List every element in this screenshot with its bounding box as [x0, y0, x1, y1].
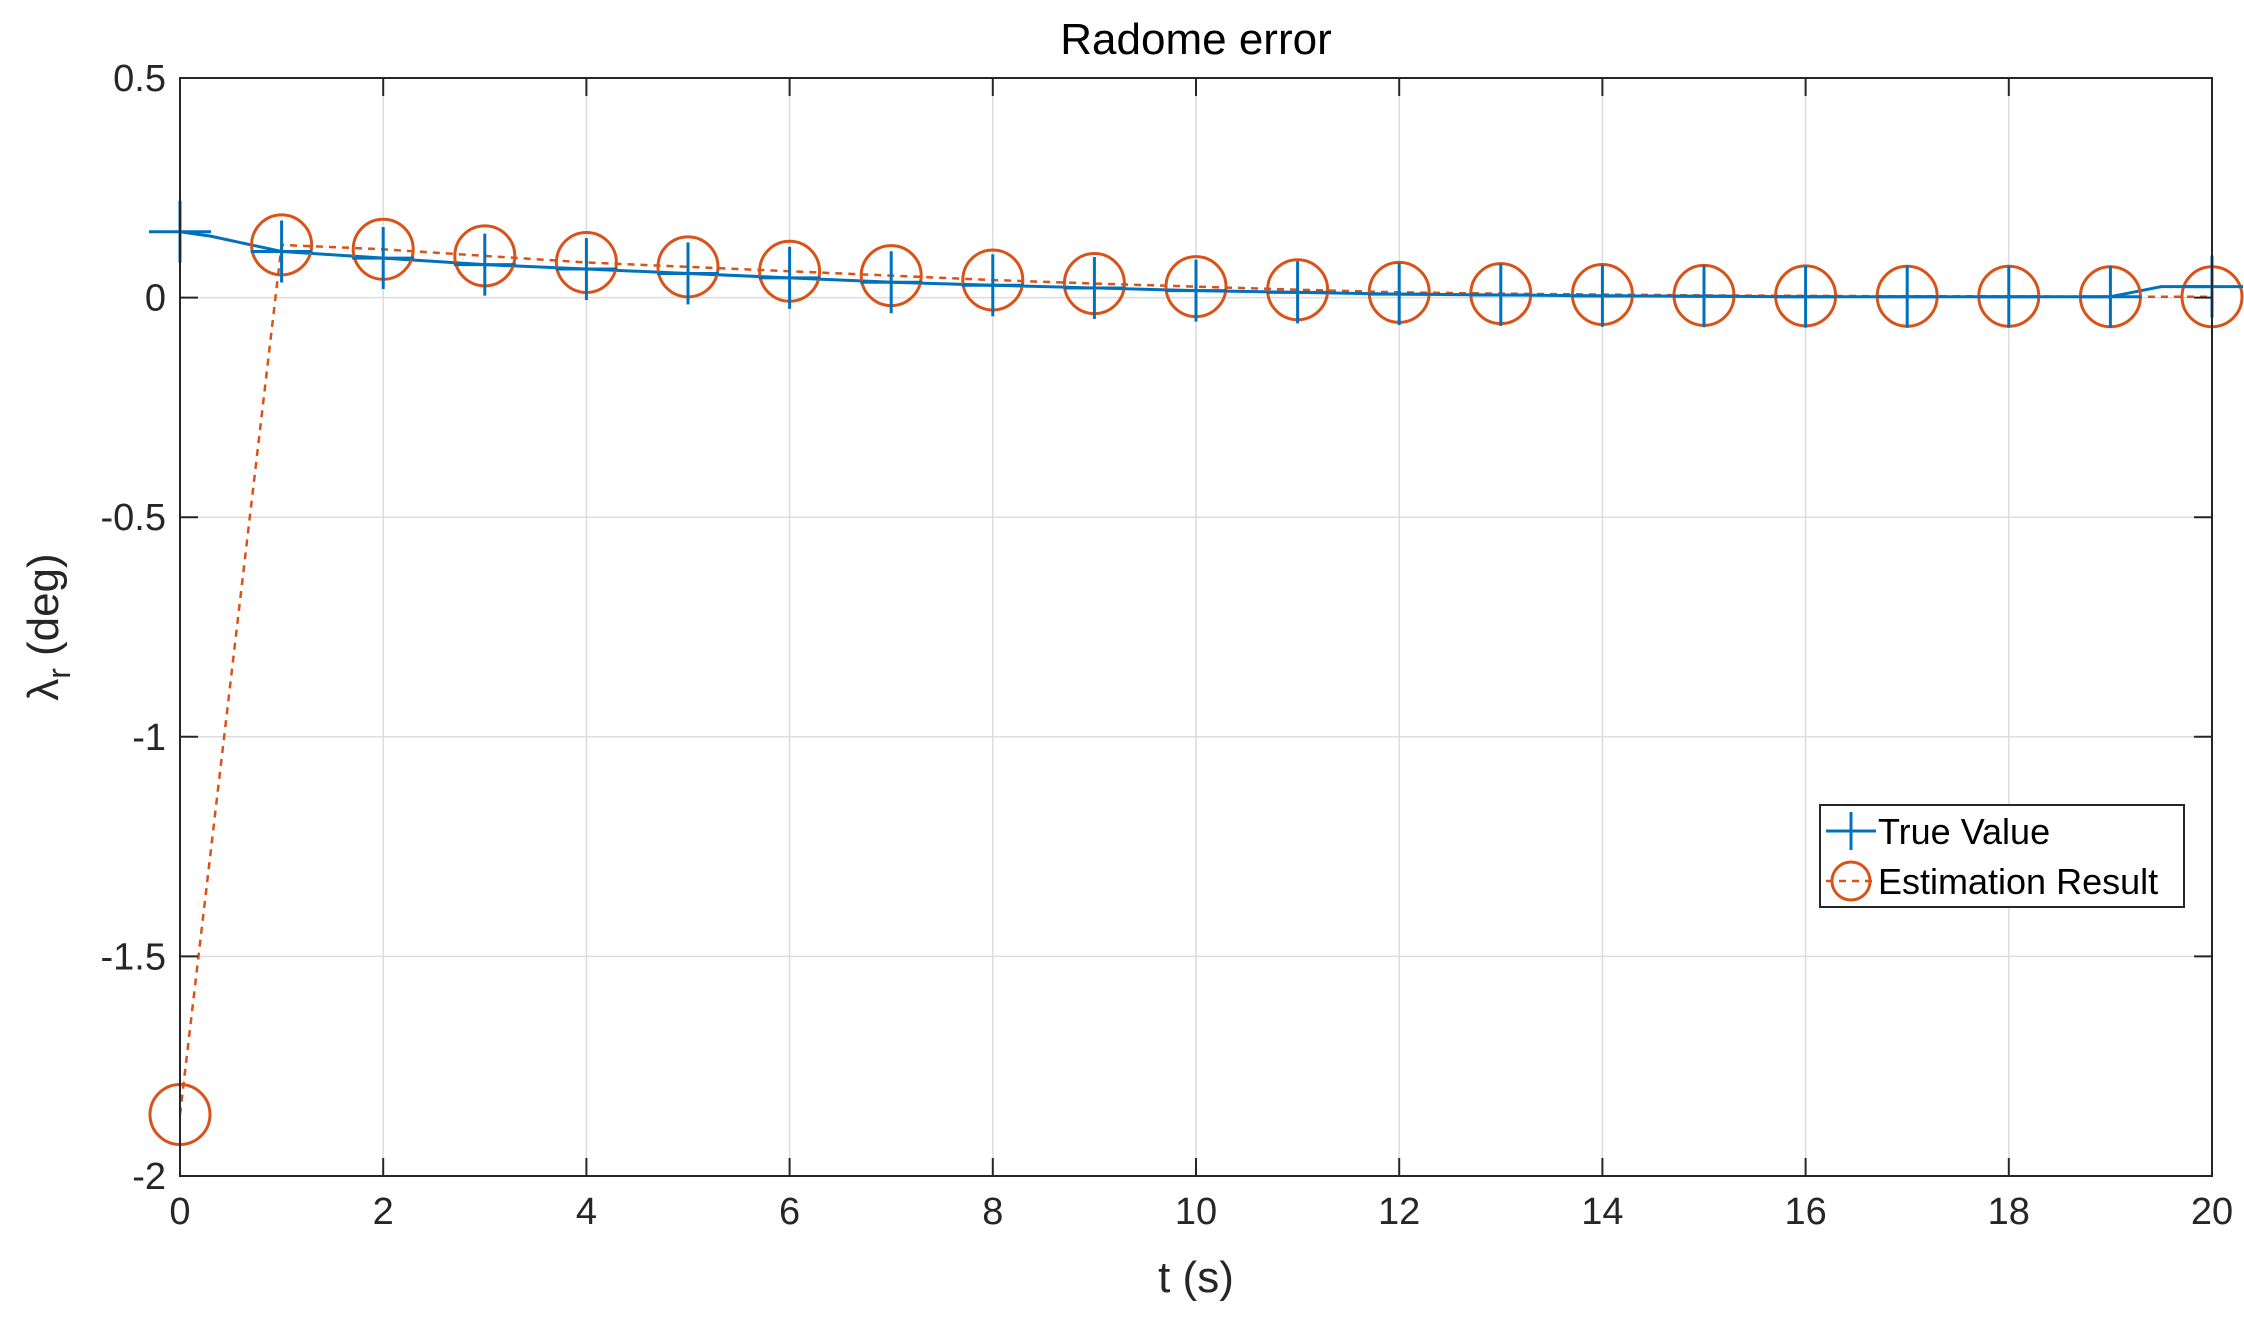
true-value-marker	[250, 220, 313, 283]
true-value-marker	[1876, 265, 1939, 328]
y-axis-label-unit: (deg)	[19, 553, 68, 656]
true-value-marker	[453, 233, 516, 296]
true-value-marker	[1571, 264, 1634, 327]
y-axis-label: λr (deg)	[19, 553, 77, 700]
legend-true-value-label: True Value	[1878, 811, 2050, 852]
legend-estimation-circle-icon	[1830, 860, 1872, 902]
x-tick-label: 12	[1378, 1191, 1420, 1233]
true-value-marker	[961, 254, 1024, 317]
true-value-marker	[1673, 265, 1735, 328]
true-value-marker	[1469, 263, 1532, 326]
y-tick-label: -1.5	[101, 936, 166, 978]
true-value-marker	[1774, 265, 1837, 328]
true-value-marker	[1063, 256, 1126, 319]
true-value-marker	[352, 227, 415, 290]
x-tick-label: 6	[779, 1191, 800, 1233]
x-tick-label: 0	[169, 1191, 190, 1233]
ticks: 0 2 4 6 8 10 12 14 16 18 20 -2 -1.5 -1 -0.5 0 0.5	[101, 58, 2234, 1233]
x-tick-label: 8	[982, 1191, 1003, 1233]
x-tick-label: 20	[2191, 1191, 2233, 1233]
true-value-marker	[758, 246, 821, 309]
series-layer	[148, 200, 2244, 1147]
x-tick-label: 16	[1784, 1191, 1826, 1233]
y-tick-label: -0.5	[101, 497, 166, 539]
x-tick-label: 14	[1581, 1191, 1623, 1233]
legend-entry-true-value: True Value	[1826, 811, 2050, 852]
legend: True Value Estimation Result	[1819, 804, 2185, 908]
x-axis-label: t (s)	[1158, 1253, 1234, 1302]
true-value-marker	[1977, 265, 2040, 328]
y-tick-label: 0.5	[113, 58, 166, 100]
x-tick-label: 2	[373, 1191, 394, 1233]
x-tick-label: 18	[1988, 1191, 2030, 1233]
true-value-marker	[1266, 261, 1329, 324]
true-value-marker	[2079, 265, 2142, 328]
y-tick-label: -2	[132, 1156, 166, 1198]
true-value-marker	[860, 251, 923, 314]
y-axis-label-subscript: r	[41, 668, 77, 679]
legend-entry-estimation-result: Estimation Result	[1826, 860, 2158, 902]
chart-title: Radome error	[1060, 15, 1331, 64]
true-value-marker	[1368, 263, 1431, 326]
true-value-marker	[657, 242, 719, 305]
x-tick-label: 4	[576, 1191, 597, 1233]
x-tick-label: 10	[1175, 1191, 1217, 1233]
y-axis-label-symbol: λ	[19, 679, 68, 701]
true-value-marker	[1165, 259, 1227, 322]
legend-estimation-label: Estimation Result	[1878, 861, 2158, 902]
true-value-marker	[555, 238, 618, 301]
y-axis-label-group: λr (deg)	[19, 553, 77, 700]
y-tick-label: -1	[132, 717, 166, 759]
y-tick-label: 0	[145, 278, 166, 320]
legend-box	[1819, 804, 2185, 908]
